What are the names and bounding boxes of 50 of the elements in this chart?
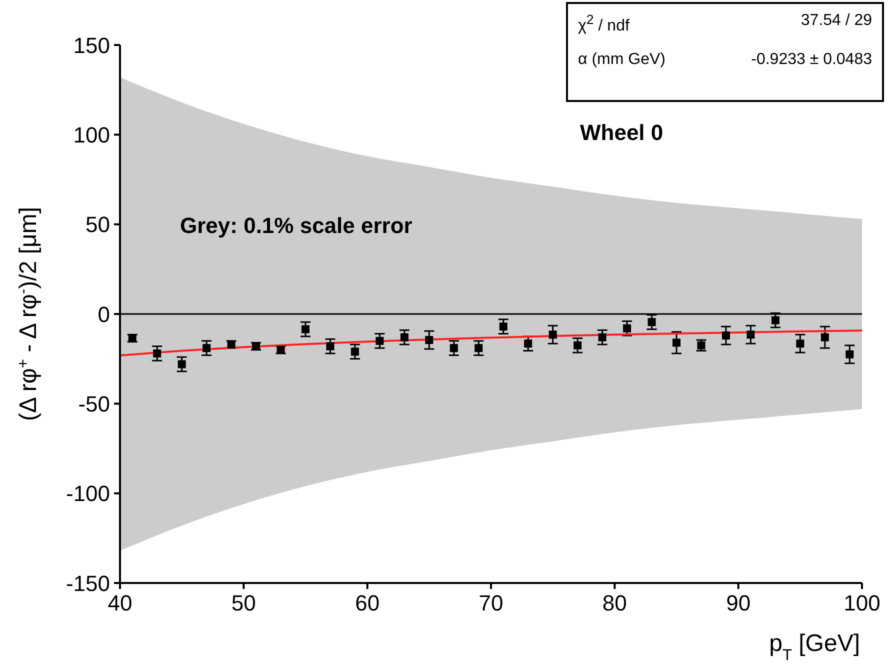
point [128,334,136,342]
point [846,350,854,358]
point [524,340,532,348]
point [623,324,632,332]
point [746,330,755,339]
point [202,344,211,352]
y-tick-label: -150 [66,570,110,596]
point [252,342,260,350]
line-series [120,330,862,356]
y-tick-label: 150 [73,32,110,58]
x-axis-title: p$_{T}$ [GeV] [769,630,860,664]
point [771,316,780,324]
point [796,340,804,348]
point [499,322,508,331]
point [722,332,730,340]
point [474,344,483,352]
point [350,348,359,356]
point [153,349,162,358]
point [820,333,829,342]
point [548,330,557,339]
y-tick-label: 100 [73,122,110,148]
point [376,336,384,345]
x-tick-label: 70 [478,590,504,616]
x-tick-label: 50 [231,590,256,616]
point [276,346,285,354]
point [648,318,656,326]
x-tick-label: 90 [726,590,751,616]
point [672,338,680,347]
point [574,341,582,350]
annotation: α (mm GeV) [578,51,666,70]
point [178,360,186,368]
annotation: -0.9233 ± 0.0483 [751,51,872,70]
x-tick-label: 60 [355,590,380,616]
fit-stats-box: χ$^{2}$ / ndf 37.54 / 29 α (mm GeV) -0.9233 ± 0.0483 [566,2,884,102]
y-tick-label: -50 [78,391,110,416]
point [697,341,706,350]
point [302,325,310,334]
x-tick-label: 80 [602,590,627,616]
point [425,336,434,344]
x-tick-label: 40 [108,590,132,616]
annotation: Grey: 0.1% scale error [180,213,412,239]
annotation: Wheel 0 [580,120,664,146]
x-tick-label: 100 [844,590,880,616]
point [326,342,334,350]
y-tick-label: 50 [86,212,110,238]
y-tick-label: -100 [66,481,110,506]
y-tick-label: 0 [98,302,110,327]
point [400,333,408,342]
point [450,344,458,352]
point [598,333,606,342]
